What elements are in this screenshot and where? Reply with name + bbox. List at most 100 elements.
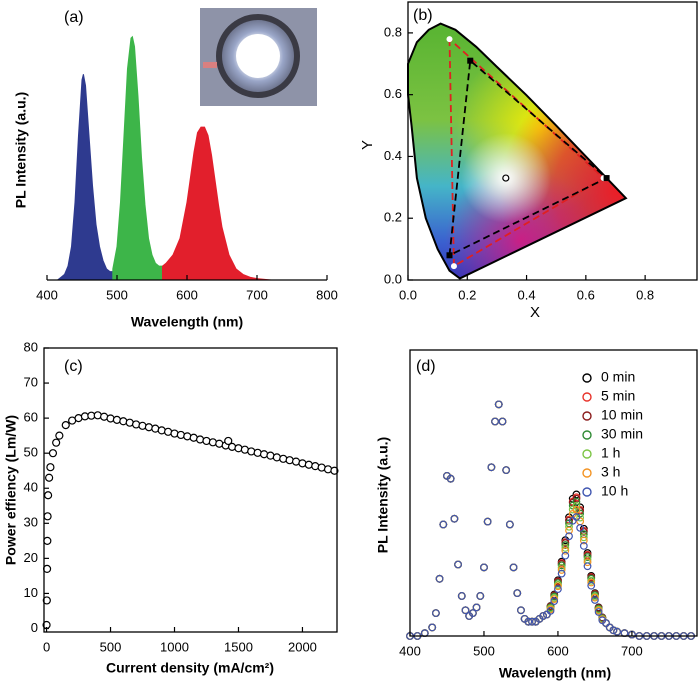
data-point	[43, 512, 52, 521]
data-point	[583, 562, 592, 571]
data-point	[330, 466, 339, 475]
data-point	[509, 563, 518, 572]
data-point	[587, 581, 596, 590]
y-tick-label: 50	[24, 445, 38, 460]
gamut-color	[408, 23, 626, 279]
x-axis-title: Wavelength (nm)	[499, 665, 611, 681]
spectral-locus	[407, 22, 628, 280]
data-point	[579, 533, 588, 542]
data-point	[554, 582, 562, 591]
panel-labels: (a) (b) (c) (d)	[64, 7, 436, 375]
data-point	[61, 421, 70, 430]
data-point	[52, 438, 61, 447]
plot-frame	[43, 347, 338, 633]
x-tick-label: 700	[246, 287, 268, 302]
data-point	[539, 612, 548, 620]
y-tick-label: 70	[24, 374, 38, 389]
y-tick-label: 0.0	[384, 271, 402, 286]
data-point	[613, 627, 622, 636]
panel-label: (d)	[416, 358, 436, 375]
data-point	[439, 520, 448, 529]
x-tick-label: 0.2	[458, 287, 476, 302]
y-tick-label: 60	[24, 410, 38, 425]
data-point	[591, 593, 599, 602]
legend-marker	[582, 392, 592, 402]
legend-label: 1 h	[601, 445, 620, 461]
data-point	[554, 585, 562, 593]
led-core	[236, 34, 280, 78]
legend-label: 0 min	[601, 369, 635, 385]
data-point	[550, 597, 559, 606]
data-point	[591, 596, 599, 604]
panel-label: (b)	[413, 7, 433, 24]
x-axis-title: X	[530, 304, 540, 321]
data-point	[572, 513, 581, 521]
white-point	[502, 174, 510, 182]
x-tick-label: 0.0	[399, 287, 417, 302]
y-tick-label: 10	[24, 585, 38, 600]
data-point	[557, 561, 566, 570]
data-point	[572, 501, 581, 510]
x-tick-label: 0	[43, 639, 50, 654]
data-point	[491, 417, 499, 426]
y-tick-label: 20	[24, 550, 38, 565]
x-tick-label: 0.4	[518, 287, 536, 302]
data-point	[498, 417, 507, 426]
y-axis-title: PL Intensity (a.u.)	[375, 437, 391, 553]
y-axis-title: PL Intensity (a.u.)	[13, 92, 29, 208]
axis-titles: Wavelength (nm) PL Intensity (a.u.) X Y …	[3, 92, 611, 681]
data-point	[579, 542, 588, 550]
y-axis-title: Power effiency (Lm/W)	[3, 415, 19, 565]
legend-label: 10 min	[601, 407, 643, 423]
legend-marker	[582, 468, 592, 478]
panel-label: (a)	[64, 9, 84, 26]
legend-marker	[582, 373, 592, 383]
legend-marker	[582, 411, 592, 421]
data-point	[565, 526, 573, 535]
data-point	[428, 623, 437, 632]
data-point	[561, 551, 570, 560]
data-point	[48, 449, 58, 458]
x-tick-label: 1000	[160, 639, 189, 654]
data-point	[546, 606, 555, 615]
data-point	[502, 466, 511, 475]
data-point	[565, 532, 573, 541]
data-point	[561, 546, 570, 555]
data-point	[480, 563, 488, 572]
data-point	[583, 553, 592, 561]
x-tick-label: 500	[473, 643, 495, 658]
y-tick-label: 40	[24, 480, 38, 495]
y-axis-title: Y	[359, 140, 376, 150]
data-point	[565, 522, 573, 531]
data-point	[594, 608, 603, 616]
lead-wire	[203, 62, 217, 68]
gamut-triangle	[448, 58, 609, 257]
data-point	[446, 474, 455, 483]
legend-marker	[582, 449, 592, 459]
y-tick-label: 30	[24, 515, 38, 530]
gamut-triangle	[448, 37, 606, 268]
spectrum-area	[112, 35, 163, 281]
data-point	[55, 431, 64, 440]
legend-label: 10 h	[601, 483, 628, 499]
data-point	[561, 541, 570, 549]
y-tick-label: 0	[31, 620, 38, 635]
plot-frame	[407, 1, 698, 281]
data-point	[513, 589, 522, 597]
inset-photo	[200, 8, 317, 106]
x-tick-label: 600	[176, 287, 198, 302]
data-point	[576, 523, 585, 532]
data-point	[505, 520, 514, 529]
data-point	[583, 558, 592, 567]
spectrum-area	[56, 74, 114, 281]
x-tick-label: 0.6	[577, 287, 595, 302]
x-tick-label: 1500	[224, 639, 253, 654]
vertex-marker	[450, 263, 457, 270]
data-point	[45, 473, 54, 482]
y-tick-label: 0.8	[384, 24, 402, 39]
data-point	[454, 560, 462, 569]
legend-marker	[582, 487, 592, 497]
data-point	[483, 517, 492, 526]
x-tick-label: 0.8	[636, 287, 654, 302]
data-point	[524, 617, 533, 626]
